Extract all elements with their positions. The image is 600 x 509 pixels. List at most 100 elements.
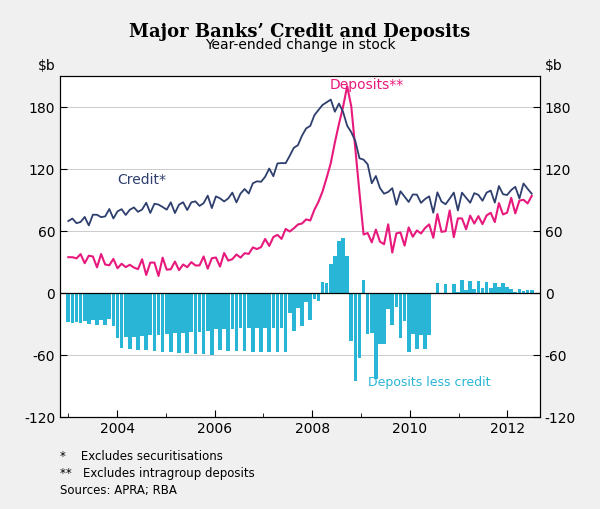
Text: $b: $b [37, 59, 55, 73]
Bar [243, 293, 247, 351]
Bar [132, 293, 136, 337]
Text: Year-ended change in stock: Year-ended change in stock [205, 38, 395, 52]
Bar [469, 281, 472, 293]
Text: $b: $b [545, 59, 563, 73]
Bar [87, 293, 91, 324]
Bar [268, 293, 271, 352]
Bar [292, 293, 296, 331]
Bar [456, 292, 460, 293]
Bar [112, 293, 115, 326]
Bar [128, 293, 131, 349]
Bar [74, 293, 79, 322]
Bar [403, 293, 406, 321]
Bar [308, 293, 312, 320]
Bar [214, 293, 218, 329]
Bar [423, 293, 427, 349]
Bar [509, 289, 513, 293]
Bar [247, 293, 251, 328]
Bar [353, 293, 357, 381]
Bar [411, 293, 415, 334]
Bar [169, 293, 173, 352]
Bar [83, 293, 86, 321]
Bar [391, 293, 394, 325]
Bar [526, 290, 529, 293]
Bar [472, 289, 476, 293]
Bar [333, 256, 337, 293]
Bar [223, 293, 226, 329]
Bar [337, 241, 341, 293]
Bar [427, 293, 431, 335]
Bar [275, 293, 279, 352]
Bar [152, 293, 156, 351]
Bar [419, 293, 423, 335]
Bar [251, 293, 254, 352]
Bar [378, 293, 382, 344]
Bar [107, 293, 111, 319]
Bar [341, 238, 345, 293]
Bar [95, 293, 99, 325]
Bar [346, 256, 349, 293]
Bar [415, 293, 419, 349]
Bar [206, 293, 209, 331]
Bar [505, 287, 509, 293]
Bar [194, 293, 197, 354]
Bar [165, 293, 169, 334]
Bar [259, 293, 263, 352]
Bar [481, 289, 484, 293]
Bar [304, 293, 308, 302]
Bar [218, 293, 222, 351]
Bar [263, 293, 267, 328]
Bar [436, 284, 439, 293]
Bar [136, 293, 140, 350]
Bar [518, 289, 521, 293]
Bar [103, 293, 107, 325]
Bar [161, 293, 164, 352]
Bar [489, 288, 493, 293]
Bar [374, 293, 377, 379]
Bar [300, 293, 304, 326]
Bar [313, 293, 316, 299]
Bar [145, 293, 148, 350]
Bar [321, 282, 325, 293]
Bar [197, 293, 202, 332]
Bar [230, 293, 234, 329]
Bar [460, 280, 464, 293]
Bar [317, 293, 320, 301]
Bar [366, 293, 370, 334]
Bar [444, 284, 448, 293]
Bar [280, 293, 283, 328]
Bar [485, 282, 488, 293]
Text: **   Excludes intragroup deposits: ** Excludes intragroup deposits [60, 467, 255, 480]
Bar [288, 293, 292, 313]
Bar [190, 293, 193, 332]
Bar [349, 293, 353, 341]
Bar [120, 293, 124, 348]
Bar [91, 293, 95, 320]
Bar [140, 293, 144, 336]
Bar [514, 292, 517, 293]
Bar [239, 293, 242, 328]
Bar [202, 293, 205, 354]
Bar [124, 293, 128, 337]
Bar [235, 293, 238, 351]
Bar [71, 293, 74, 323]
Text: Deposits**: Deposits** [329, 78, 404, 92]
Bar [329, 265, 332, 293]
Bar [530, 290, 533, 293]
Bar [181, 293, 185, 333]
Bar [157, 293, 160, 334]
Bar [177, 293, 181, 353]
Bar [99, 293, 103, 320]
Bar [521, 291, 526, 293]
Bar [79, 293, 82, 323]
Bar [395, 293, 398, 307]
Bar [386, 293, 390, 309]
Bar [296, 293, 300, 307]
Text: Sources: APRA; RBA: Sources: APRA; RBA [60, 484, 177, 497]
Bar [407, 293, 410, 352]
Bar [173, 293, 177, 333]
Bar [362, 280, 365, 293]
Bar [476, 281, 480, 293]
Bar [255, 293, 259, 328]
Bar [452, 284, 455, 293]
